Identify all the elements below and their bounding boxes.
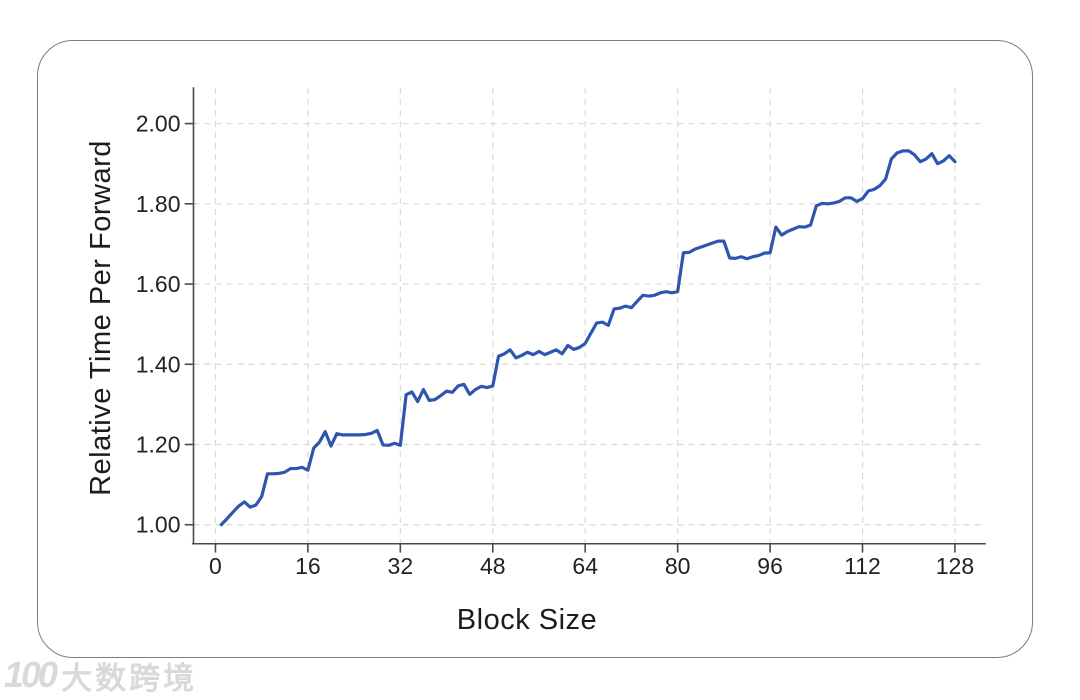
y-tick-label: 1.40 bbox=[136, 351, 181, 377]
x-axis-title: Block Size bbox=[456, 604, 598, 636]
y-tick-labels: 1.00 1.20 1.40 1.60 1.80 2.00 bbox=[136, 111, 181, 538]
y-tick-label: 1.20 bbox=[136, 432, 181, 458]
watermark: 100 大数跨境 bbox=[4, 650, 197, 700]
x-tick-label: 32 bbox=[388, 553, 414, 579]
chart-card bbox=[37, 40, 1033, 658]
x-tick-label: 112 bbox=[844, 553, 881, 579]
x-tick-label: 48 bbox=[480, 553, 506, 579]
x-tick-label: 80 bbox=[665, 553, 691, 579]
x-tick-label: 128 bbox=[936, 553, 974, 579]
y-tick-label: 1.60 bbox=[136, 271, 181, 297]
gridlines bbox=[193, 88, 985, 544]
y-tick-label: 1.80 bbox=[136, 191, 181, 217]
y-axis-title: Relative Time Per Forward bbox=[85, 140, 117, 496]
y-tick-label: 1.00 bbox=[136, 512, 181, 538]
x-tick-label: 96 bbox=[757, 553, 783, 579]
watermark-text: 大数跨境 bbox=[61, 660, 198, 696]
watermark-logo-icon: 100 bbox=[4, 654, 58, 695]
x-tick-label: 16 bbox=[295, 553, 321, 579]
y-tick-label: 2.00 bbox=[136, 111, 181, 137]
axes bbox=[184, 87, 986, 553]
x-tick-labels: 0 16 32 48 64 80 96 112 128 bbox=[209, 553, 974, 579]
x-tick-label: 64 bbox=[572, 553, 598, 579]
series-line bbox=[219, 149, 957, 527]
x-tick-label: 0 bbox=[209, 553, 222, 579]
